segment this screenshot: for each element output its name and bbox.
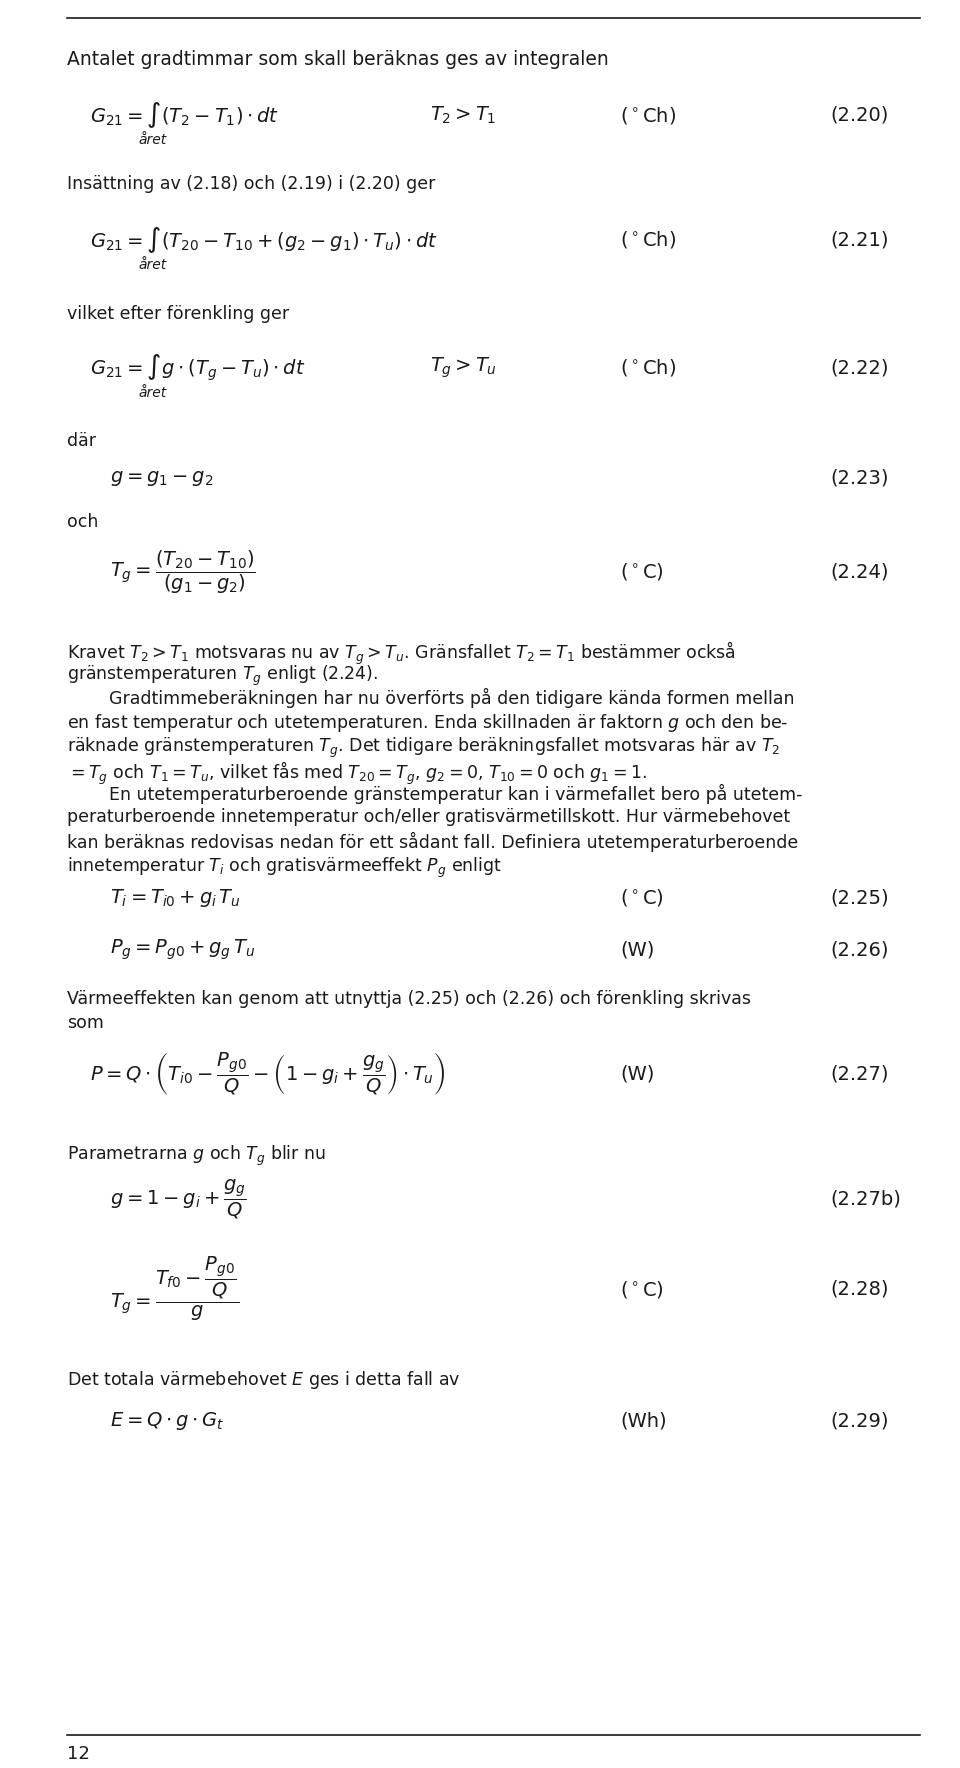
Text: Gradtimmeberäkningen har nu överförts på den tidigare kända formen mellan: Gradtimmeberäkningen har nu överförts på…	[109, 688, 795, 707]
Text: innetemperatur $T_i$ och gratisvärmeeffekt $P_g$ enligt: innetemperatur $T_i$ och gratisvärmeeffe…	[67, 856, 502, 880]
Text: som: som	[67, 1015, 104, 1033]
Text: ($^\circ$Ch): ($^\circ$Ch)	[620, 104, 676, 126]
Text: och: och	[67, 513, 98, 530]
Text: ($^\circ$C): ($^\circ$C)	[620, 1278, 663, 1299]
Text: Kravet $T_2 > T_1$ motsvaras nu av $T_g > T_u$. Gränsfallet $T_2 = T_1$ bestämme: Kravet $T_2 > T_1$ motsvaras nu av $T_g …	[67, 640, 736, 667]
Text: ($^\circ$Ch): ($^\circ$Ch)	[620, 230, 676, 251]
Text: $T_g > T_u$: $T_g > T_u$	[430, 355, 497, 380]
Text: Antalet gradtimmar som skall beräknas ges av integralen: Antalet gradtimmar som skall beräknas ge…	[67, 50, 609, 69]
Text: $G_{21} = \int (T_{20} - T_{10} + (g_2 - g_1)\cdot T_u)\cdot dt$: $G_{21} = \int (T_{20} - T_{10} + (g_2 -…	[90, 225, 438, 255]
Text: Parametrarna $g$ och $T_g$ blir nu: Parametrarna $g$ och $T_g$ blir nu	[67, 1144, 325, 1169]
Text: $E = Q\cdot g\cdot G_t$: $E = Q\cdot g\cdot G_t$	[110, 1411, 225, 1432]
Text: $T_g = \dfrac{(T_{20} - T_{10})}{(g_1 - g_2)}$: $T_g = \dfrac{(T_{20} - T_{10})}{(g_1 - …	[110, 548, 256, 596]
Text: peraturberoende innetemperatur och/eller gratisvärmetillskott. Hur värmebehovet: peraturberoende innetemperatur och/eller…	[67, 808, 790, 826]
Text: (2.27): (2.27)	[830, 1064, 889, 1084]
Text: Det totala värmebehovet $E$ ges i detta fall av: Det totala värmebehovet $E$ ges i detta …	[67, 1368, 461, 1391]
Text: (2.26): (2.26)	[830, 941, 889, 960]
Text: året: året	[138, 133, 166, 147]
Text: $T_g = \dfrac{T_{f0} - \dfrac{P_{g0}}{Q}}{g}$: $T_g = \dfrac{T_{f0} - \dfrac{P_{g0}}{Q}…	[110, 1255, 239, 1322]
Text: $G_{21} = \int (T_2 - T_1)\cdot dt$: $G_{21} = \int (T_2 - T_1)\cdot dt$	[90, 101, 279, 131]
Text: där: där	[67, 431, 96, 451]
Text: 12: 12	[67, 1745, 90, 1763]
Text: $P = Q\cdot\left(T_{i0} - \dfrac{P_{g0}}{Q} - \left(1 - g_i + \dfrac{g_g}{Q}\rig: $P = Q\cdot\left(T_{i0} - \dfrac{P_{g0}}…	[90, 1050, 445, 1098]
Text: vilket efter förenkling ger: vilket efter förenkling ger	[67, 306, 289, 324]
Text: $G_{21} = \int g\cdot (T_g - T_u)\cdot dt$: $G_{21} = \int g\cdot (T_g - T_u)\cdot d…	[90, 354, 305, 384]
Text: (2.23): (2.23)	[830, 469, 889, 488]
Text: $g = g_1 - g_2$: $g = g_1 - g_2$	[110, 469, 213, 488]
Text: räknade gränstemperaturen $T_g$. Det tidigare beräkningsfallet motsvaras här av : räknade gränstemperaturen $T_g$. Det tid…	[67, 735, 780, 760]
Text: gränstemperaturen $T_g$ enligt (2.24).: gränstemperaturen $T_g$ enligt (2.24).	[67, 665, 378, 688]
Text: (2.22): (2.22)	[830, 359, 889, 378]
Text: (2.21): (2.21)	[830, 230, 889, 249]
Text: $T_i = T_{i0} + g_i\,T_u$: $T_i = T_{i0} + g_i\,T_u$	[110, 888, 241, 909]
Text: $P_g = P_{g0} + g_g\,T_u$: $P_g = P_{g0} + g_g\,T_u$	[110, 937, 255, 962]
Text: kan beräknas redovisas nedan för ett sådant fall. Definiera utetemperaturberoend: kan beräknas redovisas nedan för ett såd…	[67, 833, 799, 852]
Text: ($^\circ$C): ($^\circ$C)	[620, 562, 663, 582]
Text: (W): (W)	[620, 1064, 655, 1084]
Text: (2.28): (2.28)	[830, 1280, 889, 1298]
Text: ($^\circ$C): ($^\circ$C)	[620, 888, 663, 909]
Text: (Wh): (Wh)	[620, 1411, 666, 1430]
Text: (2.24): (2.24)	[830, 562, 889, 582]
Text: en fast temperatur och utetemperaturen. Enda skillnaden är faktorn $g$ och den b: en fast temperatur och utetemperaturen. …	[67, 713, 788, 734]
Text: (2.20): (2.20)	[830, 106, 888, 124]
Text: året: året	[138, 385, 166, 400]
Text: $T_2 > T_1$: $T_2 > T_1$	[430, 104, 496, 126]
Text: Insättning av (2.18) och (2.19) i (2.20) ger: Insättning av (2.18) och (2.19) i (2.20)…	[67, 175, 436, 193]
Text: (2.25): (2.25)	[830, 889, 889, 907]
Text: (2.29): (2.29)	[830, 1411, 889, 1430]
Text: (W): (W)	[620, 941, 655, 960]
Text: (2.27b): (2.27b)	[830, 1190, 900, 1209]
Text: En utetemperaturberoende gränstemperatur kan i värmefallet bero på utetem-: En utetemperaturberoende gränstemperatur…	[109, 783, 803, 804]
Text: $g = 1 - g_i + \dfrac{g_g}{Q}$: $g = 1 - g_i + \dfrac{g_g}{Q}$	[110, 1177, 247, 1220]
Text: ($^\circ$Ch): ($^\circ$Ch)	[620, 357, 676, 378]
Text: året: året	[138, 258, 166, 272]
Text: Värmeeffekten kan genom att utnyttja (2.25) och (2.26) och förenkling skrivas: Värmeeffekten kan genom att utnyttja (2.…	[67, 990, 751, 1008]
Text: $= T_g$ och $T_1 = T_u$, vilket fås med $T_{20} = T_g$, $g_2 = 0$, $T_{10} = 0$ : $= T_g$ och $T_1 = T_u$, vilket fås med …	[67, 760, 647, 787]
